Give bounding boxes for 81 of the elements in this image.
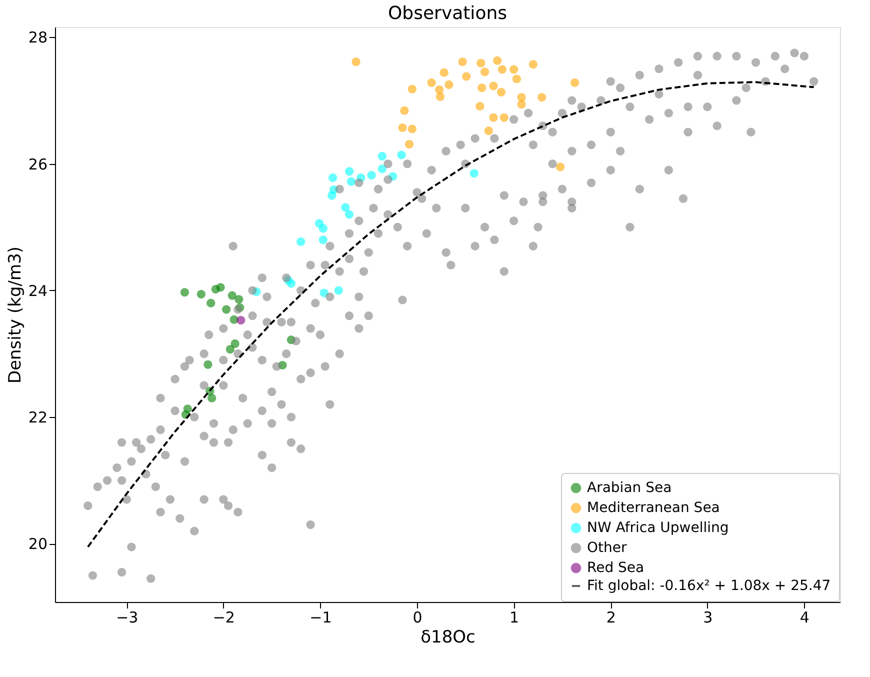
point [489,82,498,90]
y-tick-label: 20 [28,535,48,554]
x-tick-label: 3 [703,608,713,626]
point [470,168,478,178]
point [496,88,506,97]
point [328,173,338,182]
point [226,345,235,354]
y-axis-title: Density (kg/m3) [5,246,26,384]
point [180,288,190,297]
point [228,291,236,300]
point [528,60,538,69]
point [509,65,518,74]
y-tick-label: 28 [28,28,48,47]
point [286,279,296,288]
point [234,294,244,304]
point [216,282,225,292]
point [222,305,231,314]
point [434,85,444,94]
point [476,58,486,68]
point [427,78,436,88]
legend-label: Mediterranean Sea [587,500,720,516]
point [236,316,246,325]
x-tick-label: 4 [800,608,810,626]
point [462,72,471,81]
x-tick-label: 0 [412,608,422,626]
point [318,235,328,244]
point [478,83,486,92]
point [476,102,484,110]
point [196,290,206,299]
x-tick-label: −2 [212,608,235,626]
point [400,106,409,115]
point [346,177,356,186]
x-axis-title: δ18Oc [420,628,476,648]
x-tick-label: 1 [510,608,520,626]
point [570,78,580,88]
legend-label: Other [587,540,627,556]
x-tick-label: −3 [116,608,138,626]
point [556,162,565,172]
point [404,140,414,148]
point [341,203,350,212]
point [489,113,498,122]
point [498,65,507,74]
y-tick-label: 26 [28,155,48,174]
point [440,68,448,77]
point [397,150,406,160]
point [344,210,354,219]
point [204,360,212,369]
point [436,92,445,101]
point [296,237,306,246]
x-tick-label: 2 [606,608,616,626]
point [328,191,336,200]
chart-title: Observations [388,3,507,24]
point [512,74,522,84]
point [538,92,546,102]
point [344,167,354,176]
point [484,126,493,136]
legend-label: NW Africa Upwelling [587,520,729,536]
legend-label: Fit global: -0.16x² + 1.08x + 25.47 [587,578,831,594]
x-tick-label: −1 [310,608,332,626]
point [500,113,508,122]
point [517,100,526,109]
y-tick-label: 22 [28,408,48,427]
y-tick-label: 24 [28,282,48,300]
point [334,286,343,295]
point [398,123,407,132]
legend-label: Arabian Sea [587,480,672,496]
point [318,224,328,233]
point [408,124,416,134]
point [378,152,386,161]
point [480,68,490,76]
point [367,170,376,180]
legend-label: Red Sea [587,560,644,576]
point [206,298,216,308]
point [378,164,386,174]
point [493,56,502,65]
point [458,58,467,66]
point [444,80,454,89]
point [408,84,416,94]
point [352,58,360,66]
point [207,394,216,402]
point [230,339,240,348]
